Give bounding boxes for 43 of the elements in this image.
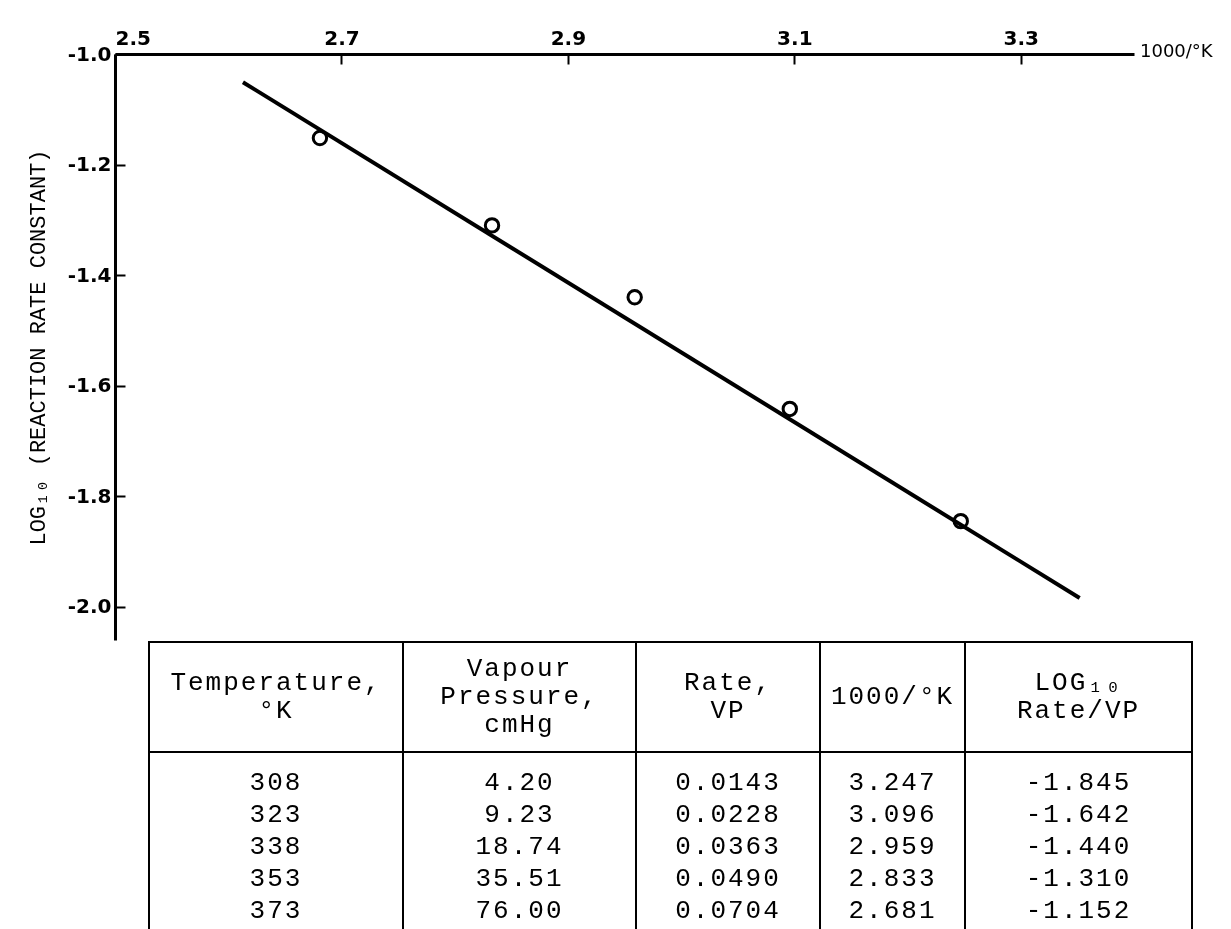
- text: 2.681: [847, 895, 938, 927]
- y-axis-title: LOG₁₀ (REACTION RATE CONSTANT): [26, 149, 52, 546]
- text: LOG₁₀ Rate/VP: [965, 642, 1192, 752]
- text: -1.845: [1024, 767, 1133, 799]
- text: 2.959: [847, 831, 938, 863]
- text: 3.096: [847, 799, 938, 831]
- text: 76.00: [474, 895, 565, 927]
- text: Rate, VP: [636, 642, 820, 752]
- text: Vapour Pressure, cmHg: [403, 642, 636, 752]
- text: 0.0143: [674, 767, 782, 799]
- x-tick-label: 2.7: [324, 25, 360, 50]
- y-tick-label: -1.0: [67, 41, 112, 66]
- y-tick-label: -1.2: [67, 152, 112, 177]
- text: 0.0704: [674, 895, 782, 927]
- x-tick-label: 3.1: [777, 25, 813, 50]
- text: 4.20: [483, 767, 556, 799]
- text: 2.833: [847, 863, 938, 895]
- text: 1000/°K: [830, 682, 955, 712]
- x-tick-label: 3.3: [1003, 25, 1039, 50]
- text: 373: [248, 895, 304, 927]
- x-tick-label: 2.5: [115, 25, 151, 50]
- text: Temperature, °K: [149, 642, 403, 752]
- x-tick-label: 2.9: [550, 25, 587, 50]
- text: 9.23: [483, 799, 556, 831]
- x-axis-title: 1000/°K: [1140, 40, 1213, 61]
- text: 18.74: [474, 831, 565, 863]
- text: 0.0228: [674, 799, 782, 831]
- text: 338: [248, 831, 304, 863]
- text: -1.440: [1024, 831, 1133, 863]
- text: -1.642: [1024, 799, 1133, 831]
- y-tick-label: -1.6: [67, 373, 112, 398]
- text: 308: [248, 767, 304, 799]
- text: 323: [248, 799, 304, 831]
- text: 0.0490: [674, 863, 782, 895]
- text: 3.247: [847, 767, 938, 799]
- text: -1.152: [1024, 895, 1133, 927]
- y-tick-label: -1.4: [67, 262, 112, 287]
- y-tick-label: -1.8: [67, 483, 112, 508]
- text: 35.51: [474, 863, 565, 895]
- text: -1.310: [1024, 863, 1133, 895]
- text: 353: [248, 863, 304, 895]
- text: 0.0363: [674, 831, 782, 863]
- y-tick-label: -2.0: [67, 594, 112, 619]
